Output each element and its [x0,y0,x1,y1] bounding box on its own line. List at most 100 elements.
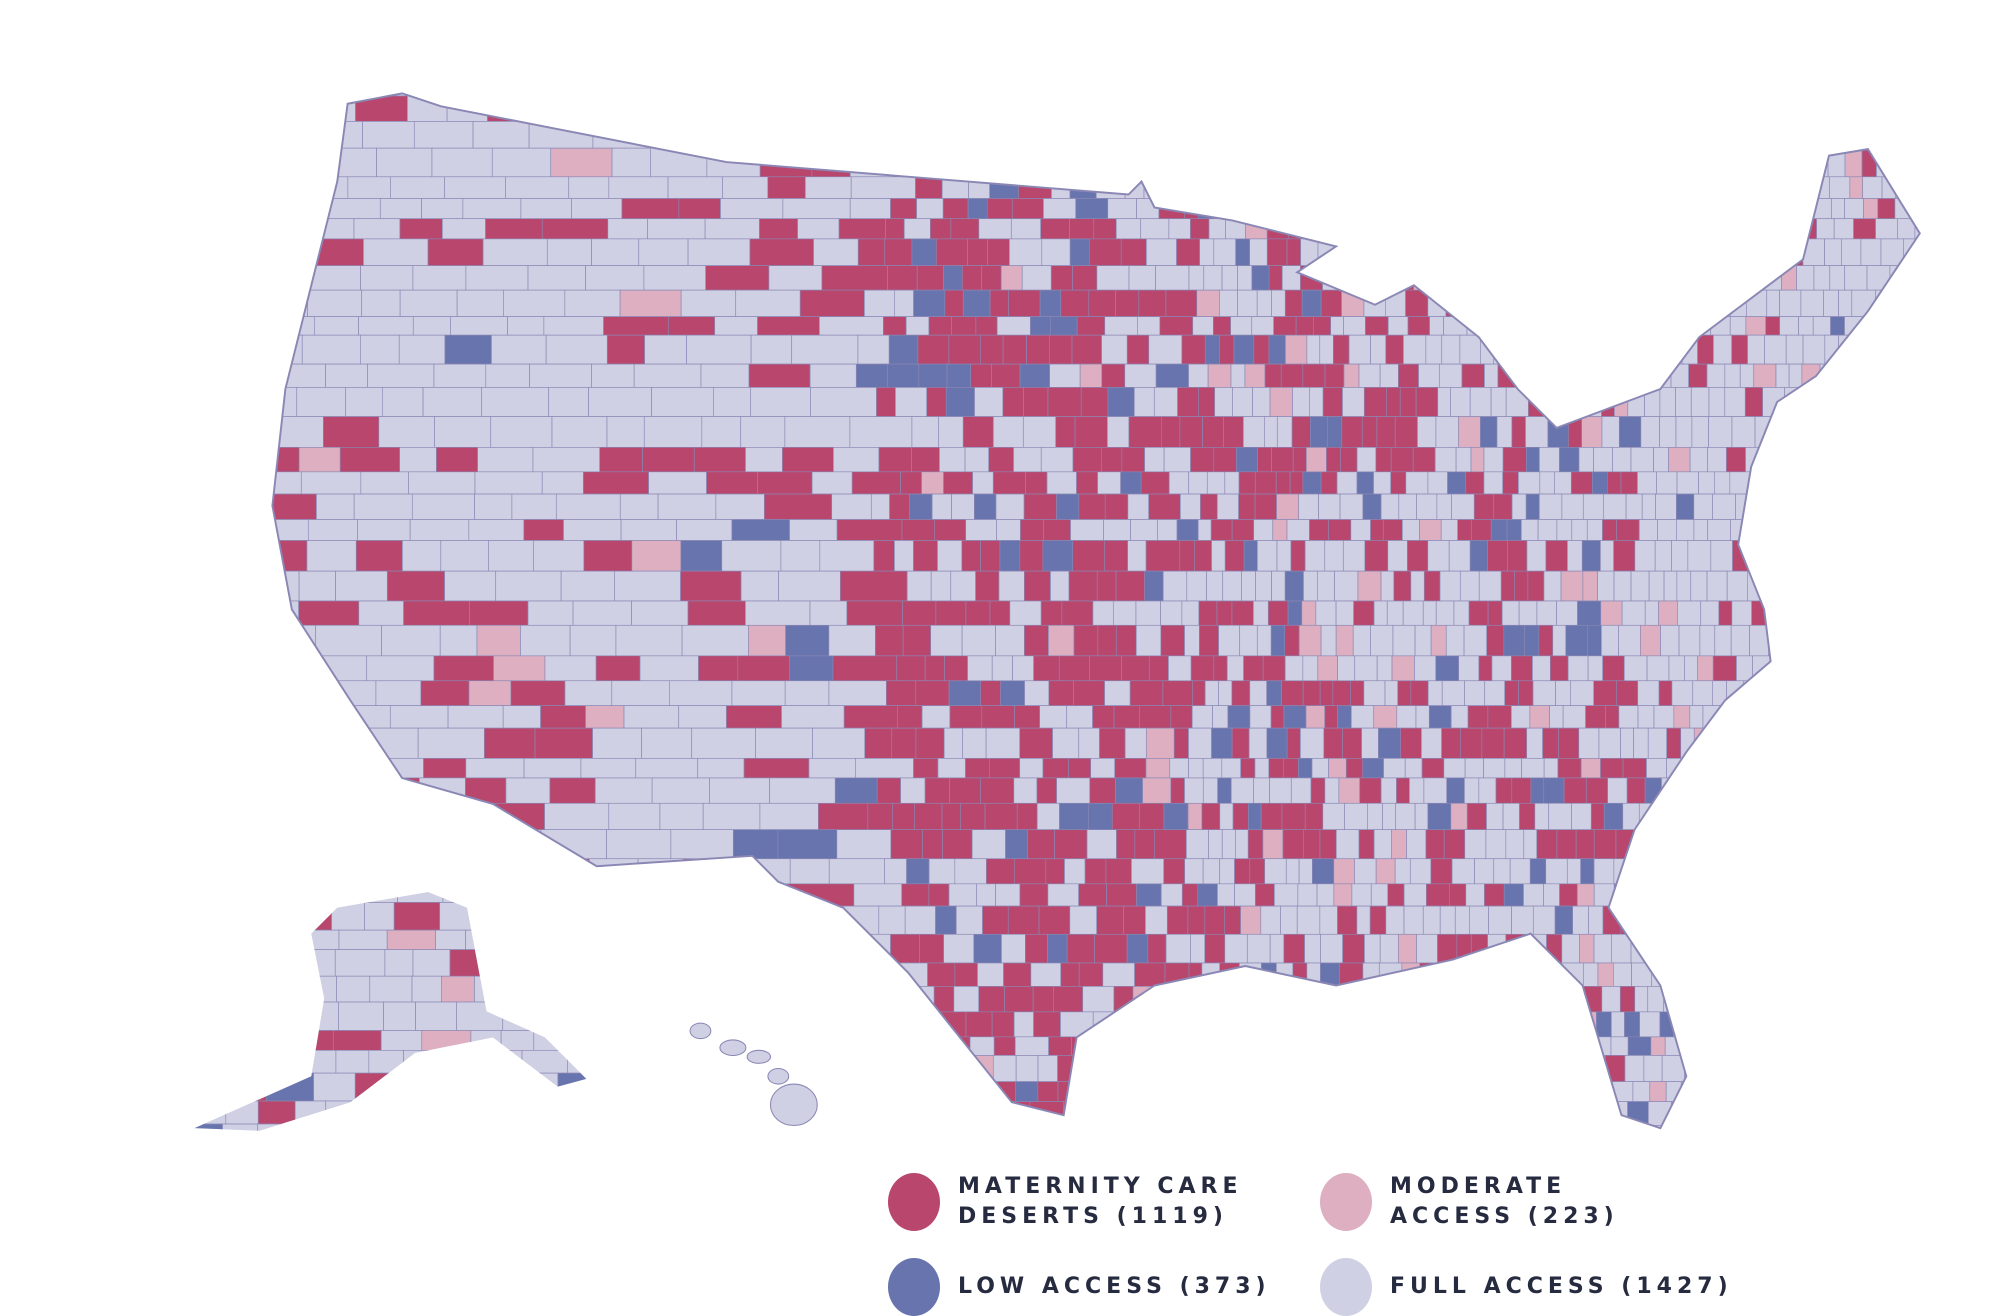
county-full [1521,758,1545,779]
legend-label-desert: MATERNITY CARE DESERTS (1119) [958,1174,1243,1229]
county-desert [1093,218,1117,240]
county-full [305,705,346,729]
county-full [571,198,623,220]
county-full [1410,218,1430,240]
county-full [1678,198,1703,220]
county-full [1533,93,1548,97]
county-desert [333,1030,382,1051]
county-full [1792,471,1810,495]
county-full [1586,519,1603,541]
county-full [720,198,784,220]
county-moderate [1312,198,1333,220]
county-full [1556,121,1577,149]
county-full [447,705,504,729]
county-full [1184,624,1200,657]
county-full [1800,289,1825,317]
county-full [1382,802,1396,831]
county-low [1242,1011,1260,1038]
county-full [1818,387,1843,417]
county-full [1796,519,1811,541]
county-full [1875,289,1891,317]
county-desert [1889,758,1912,779]
county-full [1767,570,1785,602]
county-full [813,238,859,266]
county-full [1518,600,1538,626]
county-full [1720,933,1741,964]
county-desert [1014,705,1041,729]
county-full [1257,1055,1277,1082]
county-full [1320,1036,1338,1056]
county-full [1829,265,1846,291]
county-low [1352,1055,1369,1082]
county-desert [1120,238,1147,266]
county-moderate [550,147,613,178]
county-full [1213,238,1237,266]
county-full [1422,905,1441,935]
county-full [1260,905,1281,935]
county-full [1154,147,1185,178]
county-full [1443,147,1466,178]
county-full [526,905,584,935]
county-full [1580,198,1602,220]
county-desert [549,777,596,804]
county-full [1861,1055,1878,1082]
county-full [555,493,621,520]
county-full [1101,334,1128,365]
county-full [1253,777,1270,804]
county-desert [1739,758,1760,779]
county-full [735,289,801,317]
hawaii-island [746,1049,772,1064]
county-full [1832,1125,1855,1129]
county-full [666,905,733,935]
county-moderate [1581,416,1603,448]
county-desert [423,758,467,779]
county-desert [1048,1036,1072,1056]
county-moderate [468,680,512,706]
county-desert [1138,289,1167,317]
county-full [1885,777,1910,804]
county-full [1844,493,1862,520]
county-full [996,519,1021,541]
county-full [777,121,818,149]
county-full [1469,387,1492,417]
county-full [641,727,693,759]
county-desert [1595,265,1619,291]
county-full [1647,727,1668,759]
county-desert [980,680,1001,706]
county-desert [510,680,566,706]
county-full [1404,758,1423,779]
county-full [257,1123,308,1131]
county-full [1632,334,1647,365]
county-full [379,198,422,220]
county-full [1718,218,1738,240]
county-desert [1139,705,1172,729]
county-full [1684,1055,1707,1082]
county-full [478,1050,523,1074]
county-desert [989,289,1009,317]
county-desert [1908,858,1920,885]
county-low [945,387,975,417]
county-full [1766,95,1784,122]
county-full [1710,540,1733,572]
county-full [722,176,769,199]
county-full [1676,471,1699,495]
county-desert [1114,1081,1136,1102]
county-full [1115,218,1142,240]
county-full [1736,147,1756,178]
county-desert [1341,986,1365,1013]
county-full [1434,1055,1450,1082]
county-moderate [1917,986,1920,1013]
county-full [222,1123,259,1131]
county-full [809,600,848,626]
county-full [580,758,637,779]
county-full [1777,829,1801,860]
county-full [1219,858,1235,885]
county-full [900,777,926,804]
county-full [1600,624,1619,657]
county-full [366,655,435,682]
county-full [1165,1036,1192,1056]
county-full [1298,493,1319,520]
county-full [1242,416,1265,448]
county-full [1137,316,1161,336]
county-full [1335,1125,1350,1129]
